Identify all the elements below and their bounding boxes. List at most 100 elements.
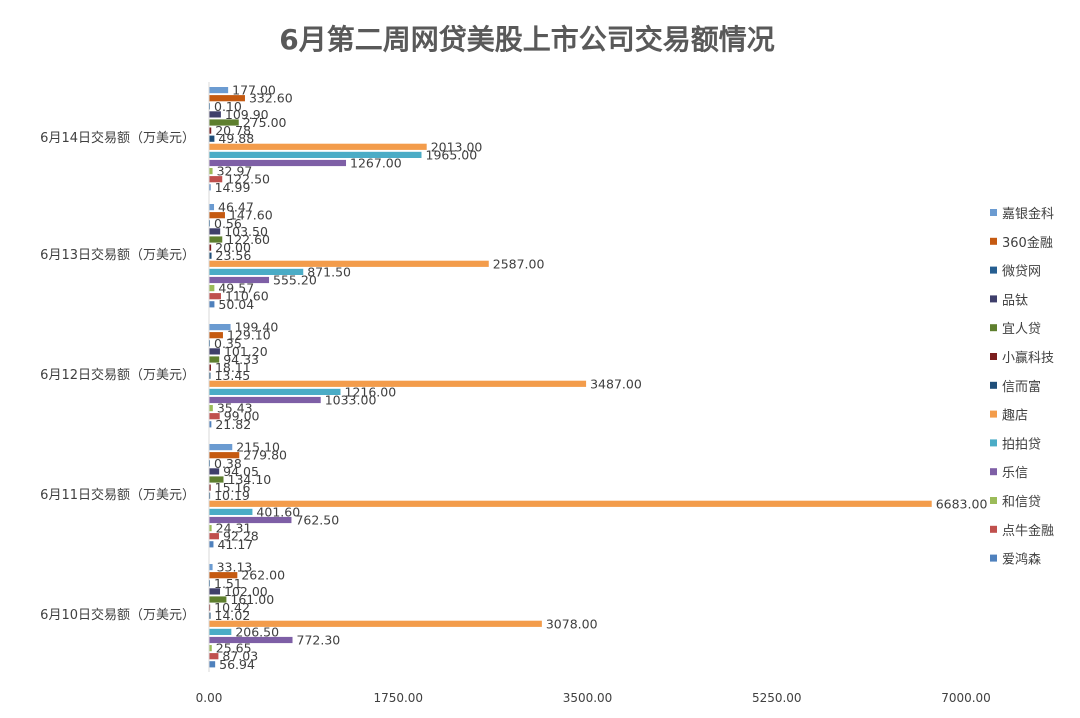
data-label: 1216.00: [345, 384, 397, 399]
bar[interactable]: [209, 508, 253, 515]
bar[interactable]: [209, 143, 427, 150]
data-label: 134.10: [228, 472, 272, 487]
legend-item-label[interactable]: 微贷网: [1002, 265, 1041, 280]
bar[interactable]: [209, 444, 233, 451]
bar[interactable]: [209, 364, 211, 371]
data-label: 101.20: [224, 344, 268, 359]
bar[interactable]: [209, 159, 347, 167]
bar[interactable]: [209, 168, 213, 175]
bar[interactable]: [209, 525, 212, 532]
legend-item-label[interactable]: 和信贷: [1002, 495, 1041, 510]
bar[interactable]: [209, 260, 489, 267]
x-tick-label: 5250.00: [752, 691, 802, 705]
bar[interactable]: [209, 572, 238, 579]
bar[interactable]: [209, 636, 293, 644]
data-label: 94.33: [223, 352, 259, 367]
legend-item-label[interactable]: 点牛金融: [1002, 523, 1054, 539]
bar[interactable]: [209, 212, 225, 219]
data-label: 33.13: [217, 560, 253, 575]
bar[interactable]: [209, 413, 220, 420]
data-label: 14.02: [215, 608, 251, 623]
bar[interactable]: [209, 111, 221, 118]
bar[interactable]: [209, 276, 270, 284]
bar[interactable]: [209, 252, 212, 259]
data-label: 199.40: [235, 320, 279, 335]
legend-item-label[interactable]: 拍拍贷: [1002, 437, 1041, 452]
legend-item-label[interactable]: 嘉银金科: [1002, 206, 1054, 222]
bar[interactable]: [209, 516, 292, 524]
bar[interactable]: [209, 135, 215, 142]
bar[interactable]: [209, 628, 232, 635]
bar[interactable]: [209, 492, 211, 499]
bar[interactable]: [209, 533, 219, 540]
legend[interactable]: 嘉银金科 360金融微贷网品钛宜人贷小赢科技信而富趣店拍拍贷乐信和信贷点牛金融爱鸿…: [990, 206, 1054, 568]
legend-item-label[interactable]: 爱鸿森: [1002, 552, 1041, 568]
legend-item-label[interactable]: 信而富: [1002, 379, 1041, 395]
bar[interactable]: [209, 484, 211, 491]
category-label: 6月11日交易额（万美元）: [40, 487, 195, 503]
bar[interactable]: [209, 293, 221, 300]
bar[interactable]: [209, 380, 587, 387]
legend-item-label[interactable]: 乐信: [1002, 466, 1028, 481]
bar[interactable]: [209, 405, 213, 412]
bar[interactable]: [209, 564, 213, 571]
bar[interactable]: [209, 301, 215, 308]
bar[interactable]: [209, 661, 216, 668]
bar[interactable]: [209, 620, 542, 627]
bar[interactable]: [209, 268, 304, 275]
bar[interactable]: [209, 332, 223, 339]
bar[interactable]: [209, 356, 220, 363]
legend-swatch: [990, 353, 997, 360]
bar[interactable]: [209, 184, 211, 191]
bar[interactable]: [209, 452, 240, 459]
legend-swatch: [990, 554, 997, 562]
legend-swatch: [990, 381, 997, 389]
data-label: 122.60: [226, 232, 270, 247]
legend-swatch: [990, 439, 997, 447]
bar[interactable]: [209, 596, 227, 603]
legend-item-label[interactable]: 趣店: [1002, 409, 1028, 424]
bar[interactable]: [209, 541, 214, 548]
legend-item-label[interactable]: 360金融: [1002, 235, 1053, 251]
bar[interactable]: [209, 244, 212, 251]
bar[interactable]: [209, 87, 229, 94]
bar[interactable]: [209, 604, 211, 611]
bar[interactable]: [209, 151, 422, 158]
data-label: 215.10: [236, 440, 280, 455]
data-label: 99.00: [224, 409, 260, 424]
data-label: 177.00: [232, 83, 276, 98]
bar[interactable]: [209, 468, 220, 475]
bar[interactable]: [209, 500, 932, 507]
category-label: 6月14日交易额（万美元）: [40, 130, 195, 146]
bar[interactable]: [209, 476, 224, 483]
bar[interactable]: [209, 236, 223, 243]
bar[interactable]: [209, 612, 211, 619]
bar[interactable]: [209, 176, 223, 183]
bar[interactable]: [209, 95, 245, 102]
category-label: 6月10日交易额（万美元）: [40, 607, 195, 623]
legend-item-label[interactable]: 宜人贷: [1002, 322, 1041, 337]
bar[interactable]: [209, 285, 215, 292]
bar[interactable]: [209, 228, 221, 235]
bar[interactable]: [209, 388, 341, 395]
bar[interactable]: [209, 348, 220, 355]
data-label: 20.00: [215, 240, 251, 255]
data-label: 102.00: [224, 584, 268, 599]
bar[interactable]: [209, 119, 239, 126]
data-label: 10.42: [214, 600, 250, 615]
bar[interactable]: [209, 324, 231, 331]
legend-item-label[interactable]: 小赢科技: [1002, 350, 1054, 366]
bar[interactable]: [209, 653, 219, 660]
bar[interactable]: [209, 588, 221, 595]
legend-item-label[interactable]: 品钛: [1002, 293, 1028, 308]
bar[interactable]: [209, 396, 321, 404]
x-tick-label: 7000.00: [941, 691, 991, 705]
data-label: 103.50: [224, 224, 268, 239]
bar[interactable]: [209, 645, 212, 652]
bar[interactable]: [209, 204, 215, 211]
bar[interactable]: [209, 127, 212, 134]
bar[interactable]: [209, 372, 211, 379]
bar[interactable]: [209, 421, 212, 428]
